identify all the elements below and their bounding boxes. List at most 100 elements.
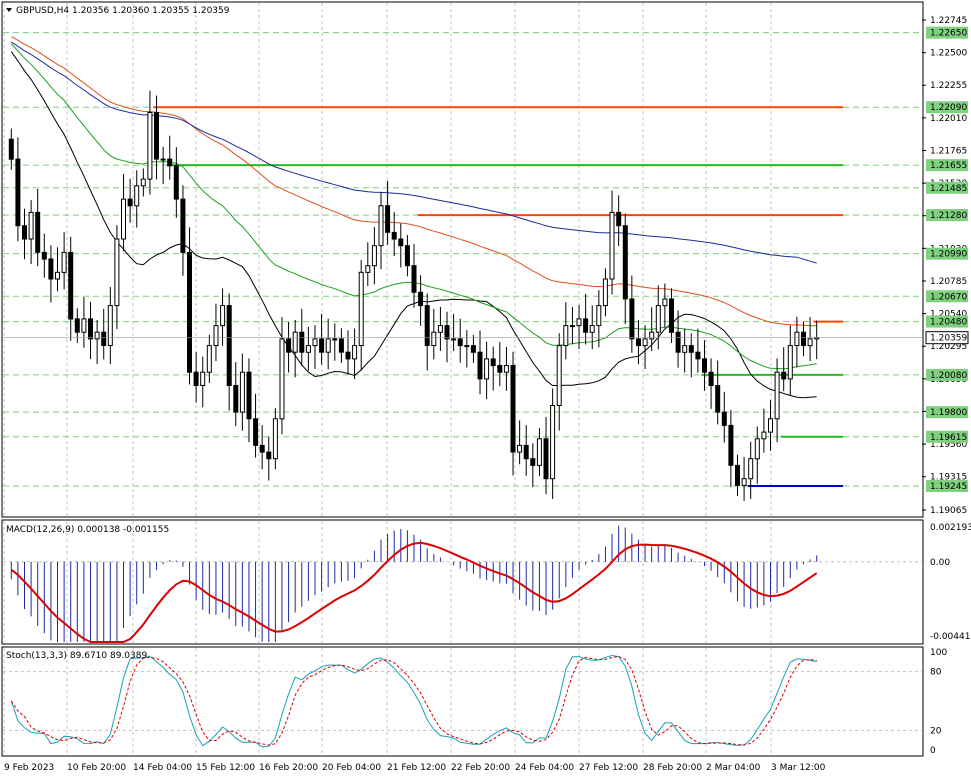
candle-bear [187, 251, 192, 373]
candle-bull [213, 325, 219, 347]
level-label: 1.21655 [930, 161, 967, 171]
candle-bull [517, 444, 523, 453]
level-label-bg [926, 209, 968, 222]
candle-bull [484, 358, 490, 380]
stochastic-indicator [3, 654, 922, 748]
level-label: 1.20990 [930, 250, 967, 260]
candle-bull [589, 325, 595, 333]
price-axis-label: 1.21765 [930, 146, 967, 156]
candle-bull [768, 418, 773, 433]
candle-bear [695, 351, 701, 360]
level-label-bg [926, 368, 968, 381]
candle-bear [88, 318, 93, 340]
candle-bull [114, 238, 120, 307]
level-label-bg [926, 430, 968, 443]
level-label: 1.22650 [930, 29, 967, 39]
level-label-bg [926, 315, 968, 328]
level-label-bg [926, 290, 968, 303]
level-label: 1.20080 [930, 371, 967, 381]
candle-bear [457, 338, 463, 347]
candle-bull [312, 338, 318, 347]
level-label-bg [926, 159, 968, 172]
candle-bull [239, 371, 245, 413]
candle-bull [378, 205, 384, 247]
main-panel-frame [1, 1, 924, 518]
candle-bear [583, 318, 589, 333]
candle-bear [636, 338, 641, 347]
level-label: 1.20480 [930, 318, 967, 328]
candle-bear [8, 138, 14, 160]
level-label: 1.20670 [930, 292, 967, 302]
price-axis-label: 1.22745 [930, 16, 967, 26]
macd-axis-label: -0.004417 [930, 632, 971, 642]
candle-bull [642, 338, 648, 347]
candle-bull [569, 325, 575, 328]
candle-bull [596, 305, 602, 327]
candle-bear [193, 371, 199, 387]
candle-bull [371, 245, 377, 267]
level-label-bg [926, 181, 968, 194]
candle-bull [305, 345, 311, 353]
stoch-panel-frame [1, 646, 924, 757]
candle-bull [147, 112, 153, 180]
candle-bear [728, 424, 734, 466]
level-label-bg [926, 101, 968, 114]
candle-bear [319, 338, 325, 353]
candle-bear [266, 451, 272, 460]
candle-bull [503, 365, 509, 373]
candle-bull [279, 338, 285, 420]
candle-bear [708, 371, 714, 387]
candle-bull [55, 271, 60, 280]
candle-bull [365, 265, 371, 273]
candle-bull [682, 345, 688, 353]
candle-bear [259, 444, 265, 453]
time-axis-label: 15 Feb 12:00 [196, 763, 255, 773]
level-label-bg [926, 406, 968, 419]
level-label: 1.19800 [930, 408, 967, 418]
candle-bear [22, 225, 27, 240]
candle-bear [74, 318, 80, 333]
candle-bear [48, 258, 54, 280]
level-label: 1.19615 [930, 433, 967, 443]
time-axis-label: 24 Feb 04:00 [515, 763, 574, 773]
candle-bear [688, 345, 694, 353]
candle-bear [702, 358, 707, 373]
price-axis-label: 1.20540 [930, 310, 967, 320]
candle-bear [253, 418, 259, 446]
time-axis-label: 22 Feb 20:00 [451, 763, 510, 773]
candle-bear [616, 211, 622, 227]
candle-bull [358, 271, 364, 346]
candle-bull [576, 318, 582, 327]
candle-bear [418, 291, 424, 307]
macd-header: MACD(12,26,9) 0.000138 -0.001155 [6, 525, 169, 535]
macd-axis-label: 0.00 [930, 558, 950, 568]
time-axis-label: 20 Feb 04:00 [322, 763, 381, 773]
time-axis-label: 2 Mar 04:00 [706, 763, 761, 773]
candle-bear [385, 205, 391, 233]
candle-bull [134, 185, 140, 207]
candle-bear [299, 331, 305, 353]
candle-bear [173, 165, 179, 200]
level-label-bg [926, 247, 968, 260]
candle-bull [200, 371, 206, 387]
candle-bull [609, 211, 615, 280]
candle-bear [801, 331, 806, 347]
candle-bull [550, 405, 556, 480]
collapse-triangle-icon[interactable] [6, 8, 12, 12]
candle-bear [398, 238, 404, 247]
candle-bear [669, 298, 674, 333]
candle-bear [735, 464, 740, 486]
current-price-label: 1.20359 [930, 334, 967, 344]
candle-bear [721, 411, 727, 426]
candle-bear [101, 331, 107, 347]
candle-bull [655, 305, 661, 333]
axis-labels: 1.227451.225001.222551.220101.217651.215… [3, 16, 971, 773]
candle-bull [748, 458, 754, 480]
candle-bull [464, 345, 470, 348]
candle-bear [622, 225, 628, 300]
time-axis-label: 3 Mar 12:00 [771, 763, 826, 773]
level-label: 1.19245 [930, 482, 967, 492]
level-label-bg [926, 480, 968, 493]
main-header: GBPUSD,H4 1.20356 1.20360 1.20355 1.2035… [16, 6, 230, 16]
